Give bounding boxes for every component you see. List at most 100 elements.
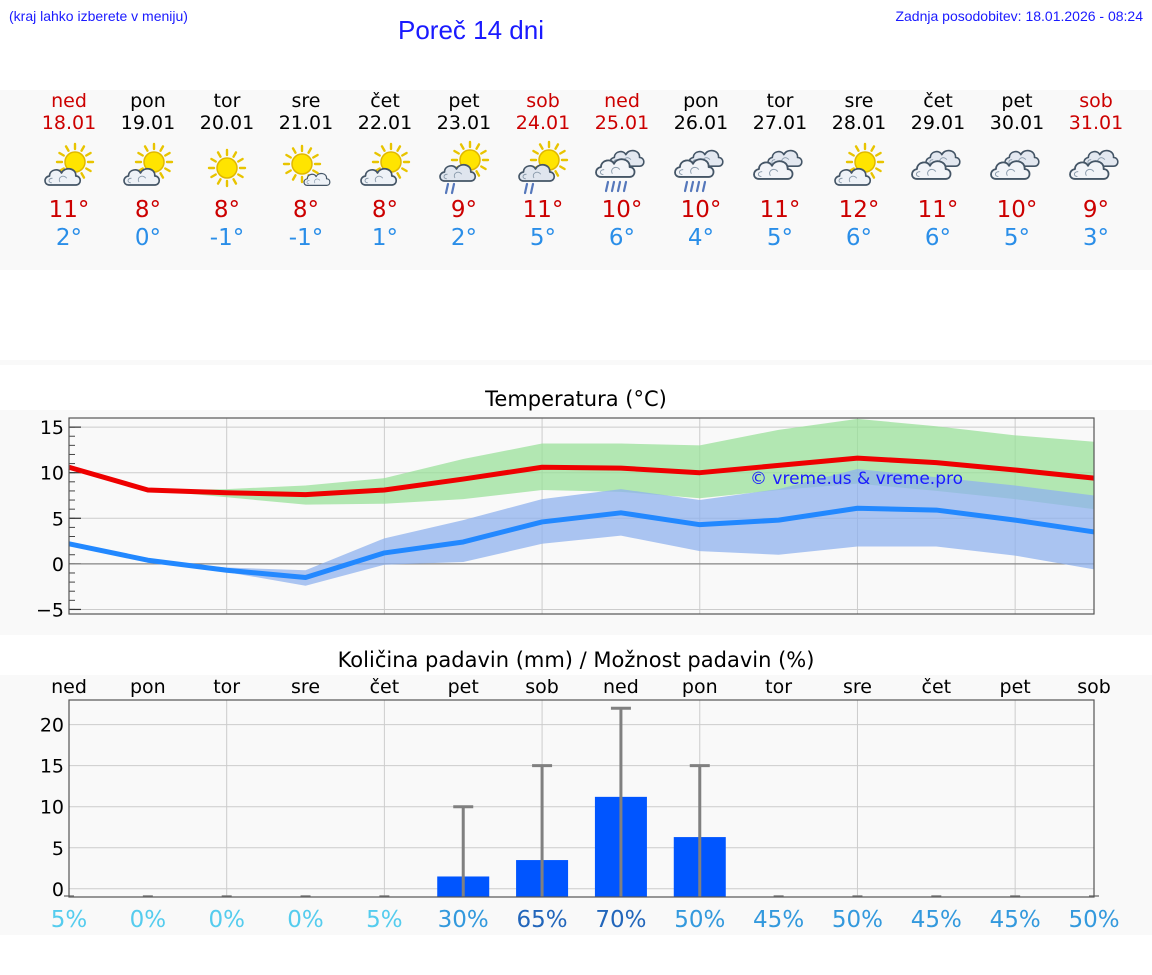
sun-shape (207, 148, 247, 188)
sun-ray (64, 145, 70, 152)
max-temperature: 10° (680, 197, 722, 223)
cloud-shape (44, 167, 82, 186)
cloudy-rain-icon (595, 149, 645, 193)
day-name: pon (683, 90, 719, 112)
cloud-shape (753, 160, 794, 180)
sun-disc (291, 153, 313, 175)
cloud-detail (364, 175, 384, 184)
y-tick-label: 15 (40, 417, 64, 439)
rain-drop (695, 180, 701, 193)
cloudy-rain-icon (674, 149, 724, 193)
rain-drop (701, 180, 707, 193)
precip-probability-label: 50% (832, 907, 883, 933)
day-column: tor 27.01 11° 5° (740, 90, 820, 252)
sun-ray (164, 151, 171, 157)
max-temperature: 8° (213, 197, 241, 223)
sun-ray (210, 173, 217, 179)
location-hint: (kraj lahko izberete v meniju) (9, 8, 188, 24)
watermark: © vreme.us & vreme.pro (750, 469, 963, 489)
rain-drop (610, 180, 616, 193)
precip-probability-label: 0% (130, 907, 167, 933)
day-name: ned (604, 90, 640, 112)
separator-band (0, 360, 1152, 365)
min-temperature: 6° (845, 225, 873, 251)
x-category-label: tor (213, 676, 240, 698)
sun-ray (80, 145, 86, 152)
max-temperature: 11° (759, 197, 801, 223)
day-date: 28.01 (831, 112, 887, 134)
sun-ray (875, 151, 882, 157)
sun-ray (459, 143, 465, 150)
day-name: sre (844, 90, 874, 112)
precip-probability-label: 50% (1068, 907, 1119, 933)
min-temperature: 5° (1003, 225, 1031, 251)
cloud-detail (443, 171, 463, 180)
cloud-body (1069, 160, 1110, 180)
cloud-detail (306, 178, 321, 185)
precip-probability-label: 50% (674, 907, 725, 933)
day-column: sob 31.01 9° 3° (1056, 90, 1136, 252)
sun-ray (312, 153, 319, 159)
y-tick-label: 10 (40, 797, 64, 819)
min-temperature-band (69, 469, 1094, 586)
partly-cloudy-icon (360, 142, 411, 186)
max-temperature: 10° (996, 197, 1038, 223)
plot-area (69, 700, 1094, 897)
cloud-shape (360, 167, 398, 186)
day-column: ned 18.01 11° 2° (29, 90, 109, 252)
precip-chart: ned pon tor sre čet pet sob ned pon tor sre čet pet s… (40, 676, 1120, 933)
x-category-label: sob (1077, 676, 1111, 698)
sun-ray (554, 143, 560, 150)
cloud-shape (674, 158, 715, 178)
min-temperature: 1° (371, 225, 399, 251)
min-temperature: 5° (766, 225, 794, 251)
sun-ray (380, 145, 386, 152)
precip-probability-label: 0% (287, 907, 324, 933)
temperature-chart: 15 10 5 0 −5 © vreme.us & vreme.pro (36, 417, 1095, 621)
sun-ray (401, 167, 408, 173)
rain-drop (604, 180, 610, 193)
y-tick-label: 5 (52, 508, 64, 530)
x-category-label: sre (291, 676, 320, 698)
max-temperature: 9° (1082, 197, 1110, 223)
cloudy-icon (990, 149, 1040, 180)
cloud-body (990, 160, 1031, 180)
cloud-body (123, 167, 161, 186)
day-name: čet (923, 90, 953, 112)
cloud-detail (599, 166, 621, 175)
sun-ray (848, 151, 855, 157)
precip-chart-title: Količina padavin (mm) / Možnost padavin … (337, 648, 815, 672)
rain-drop (622, 180, 628, 193)
sun-ray (164, 167, 171, 173)
sun-ray (85, 167, 92, 173)
max-temperature: 11° (48, 197, 90, 223)
y-tick-label: 0 (52, 879, 64, 901)
day-column: čet 29.01 11° 6° (898, 90, 978, 252)
sun-ray (285, 153, 292, 159)
day-name: ned (51, 90, 87, 112)
day-name: sre (291, 90, 321, 112)
sun-ray (307, 147, 313, 154)
max-temperature: 9° (450, 197, 478, 223)
x-category-label: sre (843, 676, 872, 698)
day-date: 20.01 (199, 112, 255, 134)
y-tick-label: 20 (40, 715, 64, 737)
day-column: sre 21.01 8° -1° (266, 90, 346, 252)
day-date: 22.01 (357, 112, 413, 134)
cloud-body (834, 167, 872, 186)
cloud-shape (303, 172, 331, 187)
cloud-detail (994, 168, 1016, 177)
sun-disc (216, 157, 238, 179)
cloud-body (911, 160, 952, 180)
sun-ray (396, 172, 402, 179)
cloud-shape (990, 160, 1031, 180)
min-temperature: 2° (450, 225, 478, 251)
precip-probability-label: 30% (438, 907, 489, 933)
day-name: tor (766, 90, 794, 112)
sun-ray (216, 151, 222, 158)
sun-shape (282, 144, 322, 184)
sun-ray (159, 145, 165, 152)
day-name: sob (526, 90, 560, 112)
max-temperature: 11° (917, 197, 959, 223)
cloudy-icon (1069, 149, 1119, 180)
